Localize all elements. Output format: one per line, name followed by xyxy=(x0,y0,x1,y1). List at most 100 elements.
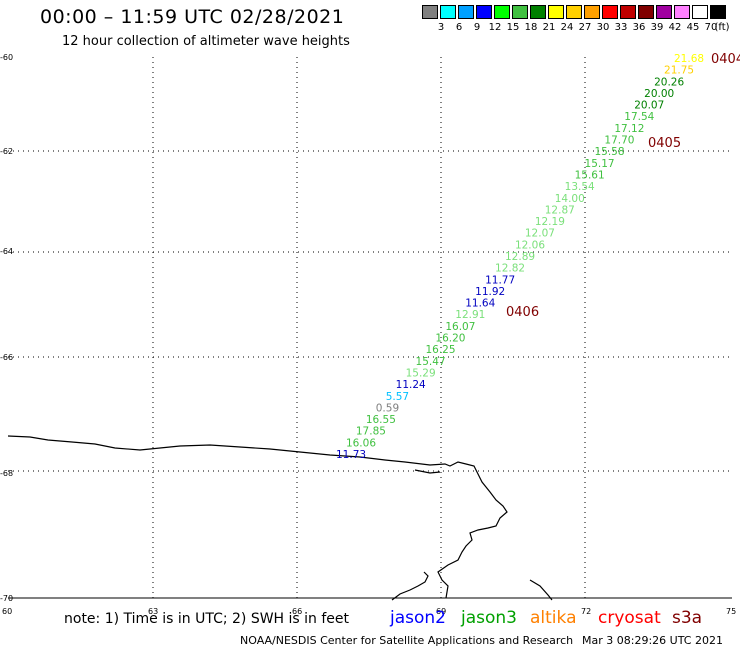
scale-label: 24 xyxy=(560,22,574,33)
scale-label: 3 xyxy=(437,22,445,33)
credit-line: NOAA/NESDIS Center for Satellite Applica… xyxy=(240,634,574,647)
scale-swatch xyxy=(566,5,582,19)
wave-height-value: 16.55 xyxy=(366,414,396,426)
scale-swatch xyxy=(620,5,636,19)
scale-swatch xyxy=(458,5,474,19)
wave-height-value: 15.17 xyxy=(585,158,615,170)
coastline-south xyxy=(391,571,429,601)
wave-height-value: 12.06 xyxy=(515,239,545,251)
wave-height-value: 11.77 xyxy=(485,274,515,286)
wave-height-value: 12.89 xyxy=(505,251,535,263)
scale-swatch xyxy=(476,5,492,19)
wave-height-value: 20.07 xyxy=(634,100,664,112)
wave-height-value: 21.75 xyxy=(664,65,694,77)
time-label: 0404 xyxy=(711,52,740,67)
scale-label: 12 xyxy=(488,22,502,33)
scale-label: 30 xyxy=(596,22,610,33)
map-title: 00:00 – 11:59 UTC 02/28/2021 xyxy=(40,6,345,28)
scale-swatch xyxy=(548,5,564,19)
scale-swatch xyxy=(422,5,438,19)
wave-height-value: 16.25 xyxy=(425,344,455,356)
time-label: 0405 xyxy=(648,136,681,151)
map-subtitle: 12 hour collection of altimeter wave hei… xyxy=(62,34,350,49)
wave-height-value: 11.64 xyxy=(465,298,495,310)
lon-label: 66 xyxy=(292,607,302,616)
wave-height-track: 21.6821.7520.2620.0020.0717.5417.1217.70… xyxy=(336,53,704,461)
wave-height-value: 12.82 xyxy=(495,263,525,275)
scale-swatch xyxy=(440,5,456,19)
wave-height-value: 15.29 xyxy=(406,367,436,379)
wave-height-value: 11.92 xyxy=(475,286,505,298)
antarctic-coastline xyxy=(7,435,553,601)
date-stamp: Mar 3 08:29:26 UTC 2021 xyxy=(582,634,723,647)
axis-labels: -60 -62 -64 -66 -68 -70 60 63 66 69 72 75 xyxy=(0,53,736,616)
scale-label: 27 xyxy=(578,22,592,33)
satellite-jason3: jason3 xyxy=(461,608,517,628)
satellite-jason2: jason2 xyxy=(390,608,446,628)
wave-height-value: 16.07 xyxy=(445,321,475,333)
scale-swatch xyxy=(710,5,726,19)
lon-label: 69 xyxy=(436,607,446,616)
wave-height-value: 11.73 xyxy=(336,449,366,461)
scale-swatch xyxy=(692,5,708,19)
wave-height-value: 0.59 xyxy=(376,402,399,414)
wave-height-value: 16.20 xyxy=(435,333,465,345)
lon-label: 60 xyxy=(2,607,12,616)
wave-height-value: 21.68 xyxy=(674,53,704,65)
scale-unit: (ft) xyxy=(714,22,730,33)
scale-label: 21 xyxy=(542,22,556,33)
wave-height-value: 14.00 xyxy=(555,193,585,205)
wave-height-value: 16.06 xyxy=(346,437,376,449)
scale-label: 9 xyxy=(473,22,481,33)
wave-height-value: 12.91 xyxy=(455,309,485,321)
wave-height-value: 12.07 xyxy=(525,228,555,240)
scale-label: 18 xyxy=(524,22,538,33)
satellite-altika: altika xyxy=(530,608,577,628)
wave-height-value: 12.87 xyxy=(545,204,575,216)
scale-label: 6 xyxy=(455,22,463,33)
lat-label: -68 xyxy=(0,469,13,478)
wave-height-value: 15.58 xyxy=(594,146,624,158)
wave-height-value: 15.61 xyxy=(575,169,605,181)
coastline-east xyxy=(529,579,553,601)
wave-height-value: 20.00 xyxy=(644,88,674,100)
footnote: note: 1) Time is in UTC; 2) SWH is in fe… xyxy=(64,611,350,627)
scale-label: 36 xyxy=(632,22,646,33)
coastline-main xyxy=(7,435,508,599)
scale-swatch xyxy=(512,5,528,19)
wave-height-value: 20.26 xyxy=(654,76,684,88)
wave-height-value: 17.85 xyxy=(356,426,386,438)
lon-label: 63 xyxy=(148,607,158,616)
scale-label: 42 xyxy=(668,22,682,33)
lon-label: 75 xyxy=(726,607,736,616)
wave-height-value: 17.70 xyxy=(604,135,634,147)
wave-height-value: 15.47 xyxy=(416,356,446,368)
scale-swatch xyxy=(494,5,510,19)
scale-swatch xyxy=(674,5,690,19)
scale-swatch xyxy=(530,5,546,19)
satellite-cryosat: cryosat xyxy=(598,608,661,628)
lat-label: -62 xyxy=(0,147,13,156)
scale-swatch xyxy=(602,5,618,19)
time-label: 0406 xyxy=(506,305,539,320)
wave-height-value: 13.54 xyxy=(565,181,595,193)
scale-label: 70 xyxy=(704,22,718,33)
lon-label: 72 xyxy=(581,607,591,616)
wave-height-value: 12.19 xyxy=(535,216,565,228)
satellite-s3a: s3a xyxy=(672,608,703,628)
scale-swatch xyxy=(638,5,654,19)
scale-label: 39 xyxy=(650,22,664,33)
wave-height-value: 11.24 xyxy=(396,379,426,391)
scale-swatch xyxy=(584,5,600,19)
lat-label: -70 xyxy=(0,594,13,603)
wave-height-value: 17.54 xyxy=(624,111,654,123)
wave-height-value: 17.12 xyxy=(614,123,644,135)
lat-label: -64 xyxy=(0,247,13,256)
scale-label: 45 xyxy=(686,22,700,33)
scale-swatch xyxy=(656,5,672,19)
lat-lon-grid xyxy=(8,57,732,598)
lat-label: -66 xyxy=(0,353,13,362)
coastline-west-shelf xyxy=(414,469,441,474)
scale-label: 33 xyxy=(614,22,628,33)
